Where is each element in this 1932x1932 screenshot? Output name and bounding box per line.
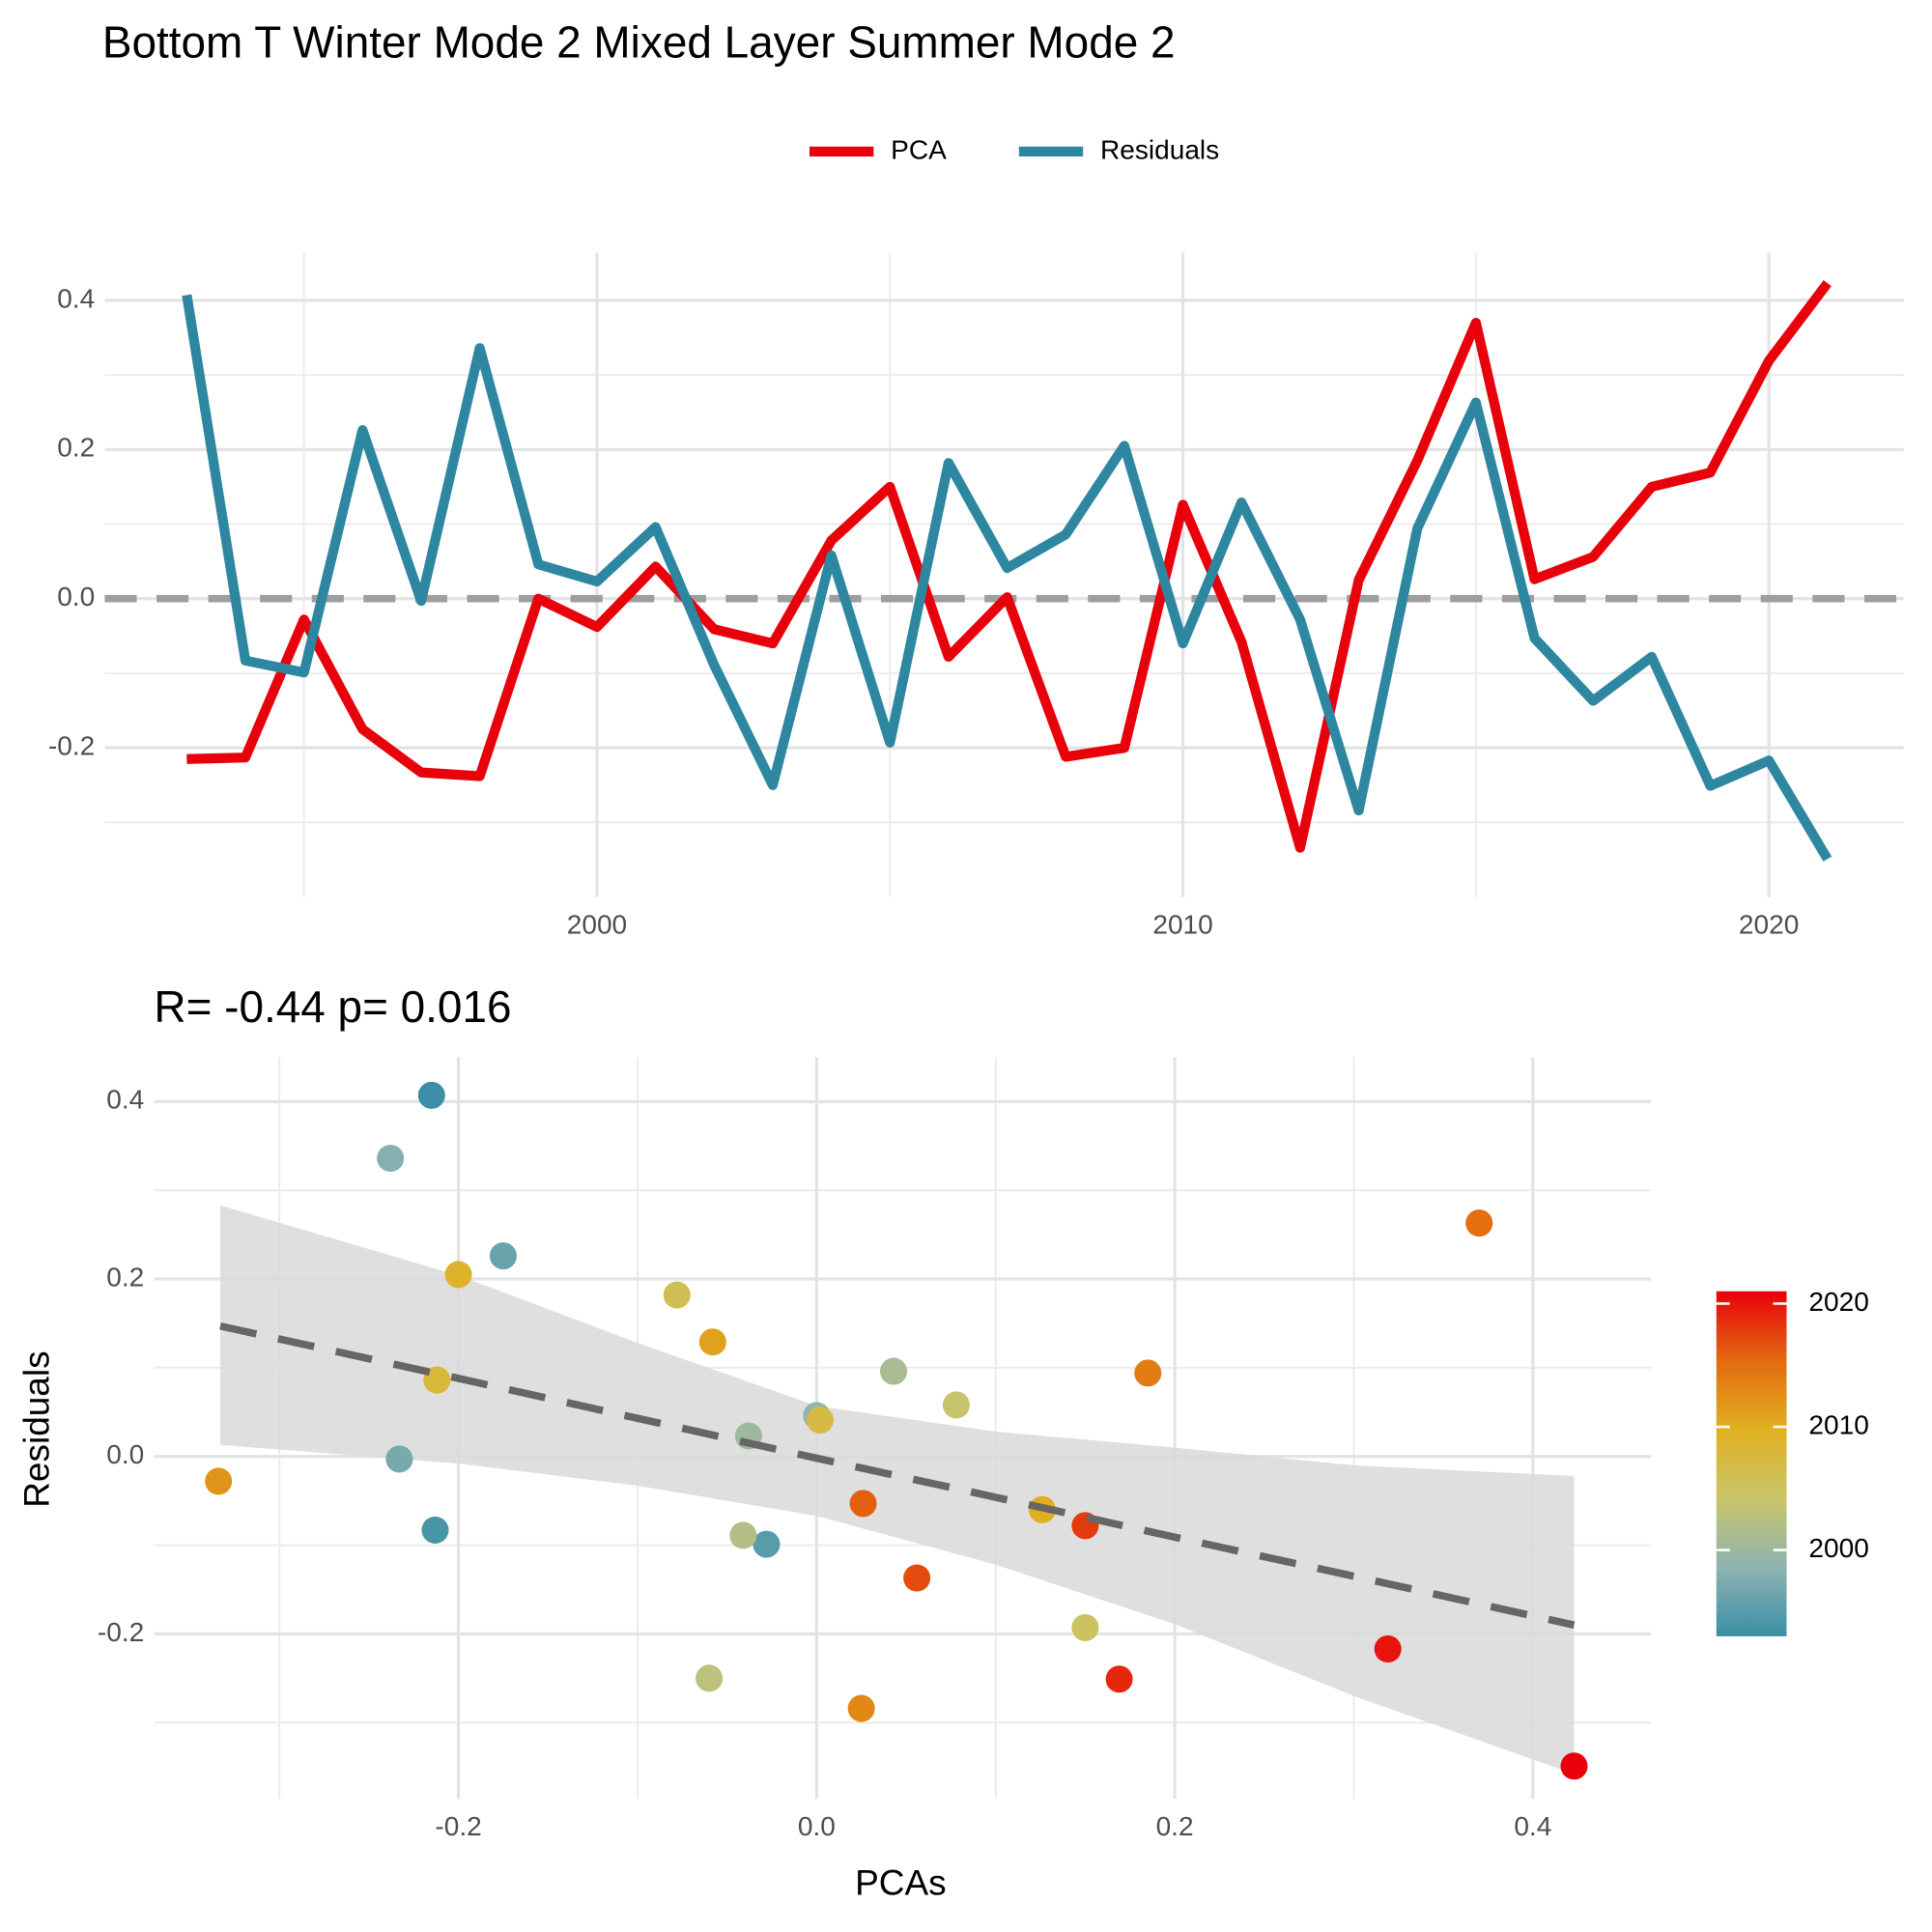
scatter-point — [1465, 1209, 1493, 1237]
x-tick-label: 0.2 — [1156, 1811, 1194, 1841]
fit-line — [219, 1321, 1576, 1629]
series-line — [186, 280, 1832, 853]
y-tick-label: 0.2 — [106, 1262, 144, 1292]
y-tick-label: 0.4 — [57, 283, 95, 313]
scatter-point — [417, 1081, 445, 1109]
y-tick-label: -0.2 — [98, 1617, 144, 1647]
scatter-point — [377, 1145, 405, 1173]
scatter-point — [753, 1530, 781, 1558]
scatter-point — [1560, 1752, 1588, 1780]
x-tick-label: 2000 — [567, 910, 627, 940]
scatter-point — [849, 1490, 877, 1518]
scatter-point — [421, 1516, 449, 1544]
legend-label: Residuals — [1100, 134, 1219, 164]
scatter-point — [1105, 1665, 1133, 1693]
y-tick-label: 0.0 — [106, 1439, 144, 1469]
scatter-point — [1071, 1613, 1099, 1642]
x-tick-label: -0.2 — [435, 1811, 481, 1841]
scatter-point — [729, 1521, 757, 1549]
y-tick-label: 0.2 — [57, 433, 95, 463]
x-tick-label: 2010 — [1152, 910, 1212, 940]
series-line — [182, 294, 1833, 862]
scatter-point — [444, 1261, 472, 1289]
scatter-point — [385, 1445, 413, 1473]
colorbar-label: 2000 — [1808, 1533, 1868, 1563]
y-axis-title: Residuals — [17, 1350, 57, 1507]
colorbar — [1716, 1291, 1787, 1636]
scatter-point — [807, 1406, 835, 1435]
scatter-point — [903, 1564, 931, 1592]
x-tick-label: 0.4 — [1514, 1811, 1551, 1841]
scatter-point — [489, 1242, 517, 1270]
scatter-point — [880, 1357, 908, 1385]
scatter-point — [696, 1664, 724, 1692]
scatter-point — [205, 1467, 233, 1495]
scatter-point — [1134, 1359, 1162, 1387]
confidence-band — [220, 1205, 1575, 1775]
x-axis-title: PCAs — [855, 1862, 947, 1902]
annotation: R= -0.44 p= 0.016 — [154, 981, 511, 1032]
scatter-point — [847, 1694, 875, 1722]
scatter-point — [663, 1281, 691, 1309]
y-tick-label: 0.0 — [57, 582, 95, 611]
colorbar-label: 2010 — [1808, 1409, 1868, 1439]
scatter-point — [698, 1328, 726, 1356]
x-tick-label: 2020 — [1739, 910, 1799, 940]
y-tick-label: 0.4 — [106, 1085, 144, 1115]
y-tick-label: -0.2 — [48, 731, 95, 761]
scatter-point — [942, 1391, 970, 1419]
scatter-point — [423, 1366, 451, 1394]
legend-label: PCA — [891, 134, 947, 164]
x-tick-label: 0.0 — [798, 1811, 836, 1841]
scatter-point — [1374, 1634, 1402, 1663]
chart-title: Bottom T Winter Mode 2 Mixed Layer Summe… — [102, 16, 1176, 67]
colorbar-label: 2020 — [1808, 1287, 1868, 1317]
